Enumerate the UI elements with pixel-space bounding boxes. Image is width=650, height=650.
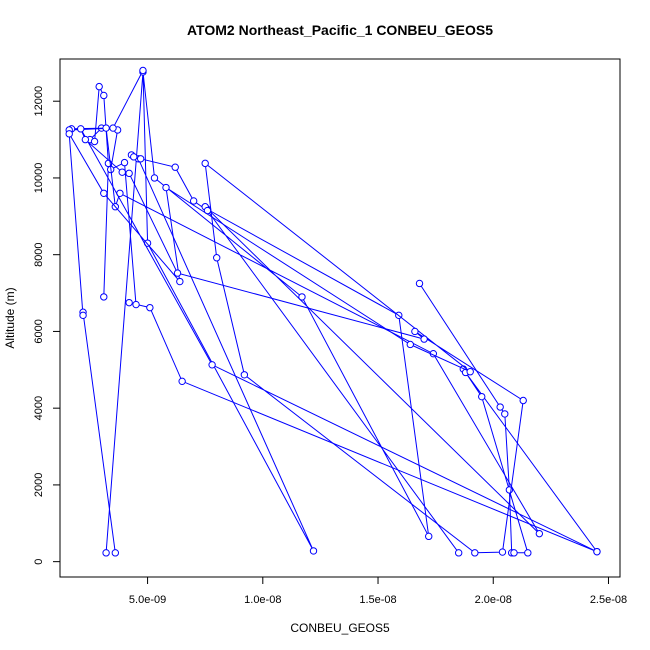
series-layer xyxy=(65,66,601,557)
plot-frame xyxy=(59,58,621,578)
data-point xyxy=(162,183,170,192)
series-line-1 xyxy=(89,84,599,554)
data-point xyxy=(178,377,186,386)
data-point xyxy=(95,82,103,91)
data-point xyxy=(130,153,138,161)
series-line-3 xyxy=(68,128,598,554)
data-point xyxy=(189,197,198,205)
data-point xyxy=(593,547,601,556)
data-point xyxy=(471,549,479,557)
data-point xyxy=(466,368,474,376)
data-point xyxy=(150,174,159,182)
data-point xyxy=(501,410,509,418)
data-point xyxy=(524,549,532,557)
data-point xyxy=(498,548,507,556)
data-point xyxy=(136,155,145,163)
data-point xyxy=(125,298,133,307)
data-point xyxy=(118,168,126,176)
data-point xyxy=(201,159,209,168)
data-point xyxy=(406,340,414,349)
data-point xyxy=(100,189,108,197)
y-tick-label: 6000 xyxy=(33,319,45,343)
data-point xyxy=(420,335,428,343)
data-point xyxy=(111,549,120,557)
data-point xyxy=(171,163,179,171)
data-point xyxy=(79,311,87,320)
data-point xyxy=(298,293,306,301)
data-point xyxy=(425,532,433,541)
data-point xyxy=(309,547,318,555)
data-point xyxy=(65,130,73,138)
data-point xyxy=(100,293,108,301)
x-tick-label: 1.5e-08 xyxy=(359,594,396,606)
y-tick-label: 2000 xyxy=(33,473,45,497)
data-point xyxy=(125,169,133,178)
x-tick-label: 2.0e-08 xyxy=(475,594,512,606)
data-point xyxy=(519,396,527,405)
x-axis-label: CONBEU_GEOS5 xyxy=(290,621,390,635)
series-line-2 xyxy=(68,68,540,554)
data-point xyxy=(81,135,90,144)
data-point xyxy=(132,300,140,309)
x-tick-label: 5.0e-09 xyxy=(129,594,166,606)
data-point xyxy=(100,91,108,100)
data-point xyxy=(173,269,182,277)
data-point xyxy=(176,277,184,286)
y-tick-label: 4000 xyxy=(33,396,45,420)
data-point xyxy=(109,124,117,132)
data-point xyxy=(510,549,518,557)
y-tick-label: 0 xyxy=(33,559,45,565)
data-point xyxy=(90,137,99,146)
x-axis: 5.0e-09 1.0e-08 1.5e-08 2.0e-08 2.5e-08 xyxy=(129,576,627,606)
y-tick-label: 8000 xyxy=(33,242,45,266)
chart-title: ATOM2 Northeast_Pacific_1 CONBEU_GEOS5 xyxy=(187,22,493,38)
y-tick-label: 12000 xyxy=(33,86,45,117)
data-point xyxy=(478,392,486,401)
data-point xyxy=(535,529,544,538)
data-point xyxy=(120,158,129,167)
data-point xyxy=(139,66,147,75)
data-point xyxy=(208,361,216,369)
data-point xyxy=(146,303,154,312)
y-axis: 0 2000 4000 6000 8000 10000 12000 xyxy=(33,86,61,565)
data-point xyxy=(454,549,463,557)
x-tick-label: 2.5e-08 xyxy=(590,594,627,606)
y-axis-label: Altitude (m) xyxy=(3,287,17,348)
data-point xyxy=(411,327,419,336)
y-tick-label: 10000 xyxy=(33,163,45,194)
data-point xyxy=(102,124,110,132)
data-point xyxy=(415,279,424,288)
data-point xyxy=(240,371,249,379)
data-point xyxy=(102,549,110,557)
x-tick-label: 1.0e-08 xyxy=(244,594,281,606)
data-point xyxy=(77,125,85,133)
data-point xyxy=(213,254,221,262)
data-point xyxy=(496,403,504,411)
